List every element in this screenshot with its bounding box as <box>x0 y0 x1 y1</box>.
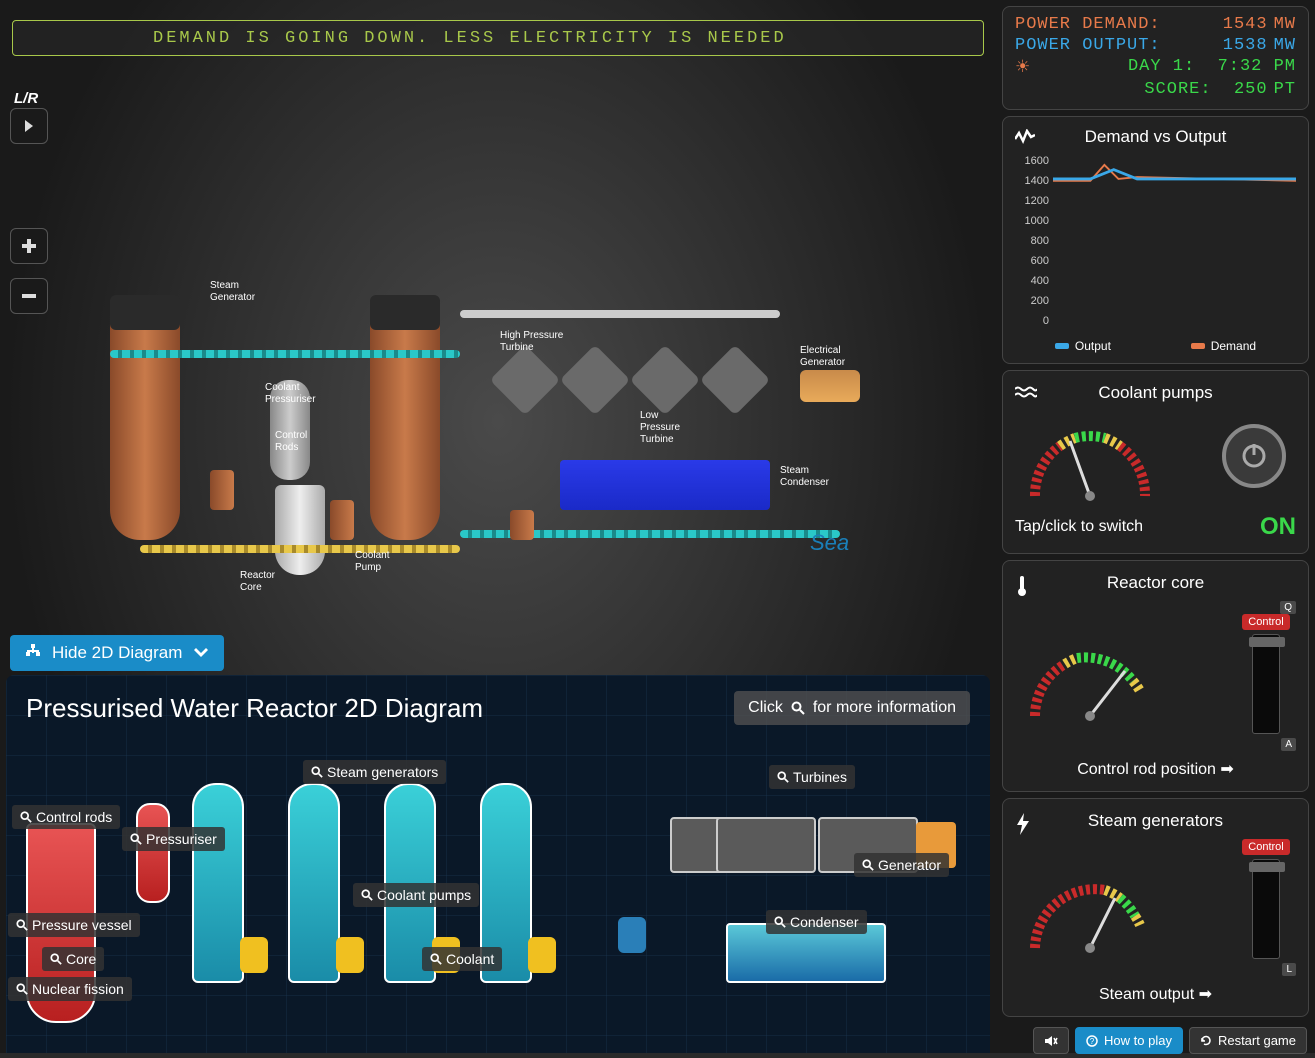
reactor-3d-diagram: Steam Generator Coolant Pressuriser Cont… <box>80 250 910 630</box>
pump-blue-2d <box>618 917 646 953</box>
label-coolant-pump: Coolant Pump <box>355 550 389 574</box>
chart-icon <box>1015 129 1035 150</box>
tag-pressuriser[interactable]: Pressuriser <box>122 827 225 851</box>
coolant-status: ON <box>1260 513 1296 541</box>
status-bar: DEMAND IS GOING DOWN. LESS ELECTRICITY I… <box>12 20 984 56</box>
lr-label: L/R <box>14 90 38 107</box>
tag-condenser[interactable]: Condenser <box>766 910 867 934</box>
svg-text:?: ? <box>1090 1037 1095 1046</box>
steam-control-slider[interactable] <box>1252 859 1280 959</box>
label-pressuriser: Coolant Pressuriser <box>265 382 316 406</box>
steam-generators-panel: Steam generators Control L <box>1002 798 1309 1017</box>
reactor-control-slider[interactable] <box>1252 634 1280 734</box>
tag-generator[interactable]: Generator <box>854 853 949 877</box>
turbine-3d <box>490 345 561 416</box>
steam-gauge <box>1015 863 1165 963</box>
coolant-power-button[interactable] <box>1222 424 1286 488</box>
label-hp-turbine: High Pressure Turbine <box>500 330 563 354</box>
status-message: DEMAND IS GOING DOWN. LESS ELECTRICITY I… <box>153 29 787 48</box>
output-row: POWER OUTPUT: 1538MW <box>1015 36 1296 55</box>
coolant-pumps-panel: Coolant pumps Tap/click to switch ON <box>1002 370 1309 554</box>
tag-control-rods[interactable]: Control rods <box>12 805 120 829</box>
label-steam-generator: Steam Generator <box>210 280 255 304</box>
turbine-2d <box>716 817 816 873</box>
demand-row: POWER DEMAND: 1543MW <box>1015 15 1296 34</box>
main-3d-view: DEMAND IS GOING DOWN. LESS ELECTRICITY I… <box>0 0 996 1053</box>
mute-button[interactable] <box>1033 1027 1069 1054</box>
steam-condenser-3d <box>560 460 770 510</box>
zoom-out-button[interactable] <box>10 278 48 314</box>
chart-y-labels: 16001400120010008006004002000 <box>1015 155 1049 335</box>
tag-steam-generators[interactable]: Steam generators <box>303 760 446 784</box>
steam-generator-right <box>370 310 440 540</box>
chart-svg <box>1053 155 1296 315</box>
restart-game-button[interactable]: Restart game <box>1189 1027 1307 1054</box>
label-condenser: Steam Condenser <box>780 465 829 489</box>
day-row: ☀ DAY 1: 7:32 PM <box>1015 57 1296 78</box>
sidebar: POWER DEMAND: 1543MW POWER OUTPUT: 1538M… <box>996 0 1315 1053</box>
label-lp-turbine: Low Pressure Turbine <box>640 410 680 446</box>
score-row: SCORE: 250PT <box>1015 80 1296 99</box>
bolt-icon <box>1015 813 1031 840</box>
sg-tower-2d <box>192 783 244 983</box>
demand-output-chart: Demand vs Output 16001400120010008006004… <box>1002 116 1309 364</box>
click-info-hint: Click for more information <box>734 691 970 725</box>
tag-coolant[interactable]: Coolant <box>422 947 502 971</box>
rotate-right-button[interactable] <box>10 108 48 144</box>
thermometer-icon <box>1015 575 1029 602</box>
steam-generator-left <box>110 310 180 540</box>
label-elec-generator: Electrical Generator <box>800 345 845 369</box>
electrical-generator-3d <box>800 370 860 402</box>
reactor-2d-panel: Pressurised Water Reactor 2D Diagram Cli… <box>6 675 990 1053</box>
coolant-gauge <box>1015 411 1165 511</box>
hide-2d-diagram-button[interactable]: Hide 2D Diagram <box>10 635 224 671</box>
info-panel: POWER DEMAND: 1543MW POWER OUTPUT: 1538M… <box>1002 6 1309 110</box>
tag-turbines[interactable]: Turbines <box>769 765 855 789</box>
label-sea: Sea <box>810 530 849 556</box>
pressuriser-2d <box>136 803 170 903</box>
label-control-rods: Control Rods <box>275 430 307 454</box>
label-reactor-core: Reactor Core <box>240 570 275 594</box>
waves-icon <box>1015 385 1037 406</box>
reactor-core-3d <box>275 485 325 575</box>
reactor-gauge <box>1015 631 1165 731</box>
hide-2d-label: Hide 2D Diagram <box>52 643 182 663</box>
coolant-pump-2d <box>240 937 268 973</box>
zoom-in-button[interactable] <box>10 228 48 264</box>
how-to-play-button[interactable]: ? How to play <box>1075 1027 1183 1054</box>
tag-nuclear-fission[interactable]: Nuclear fission <box>8 977 132 1001</box>
tag-coolant-pumps[interactable]: Coolant pumps <box>353 883 479 907</box>
tag-pressure-vessel[interactable]: Pressure vessel <box>8 913 140 937</box>
reactor-core-panel: Reactor core Q Control A <box>1002 560 1309 792</box>
chart-legend: Output Demand <box>1015 339 1296 353</box>
tag-core[interactable]: Core <box>42 947 104 971</box>
